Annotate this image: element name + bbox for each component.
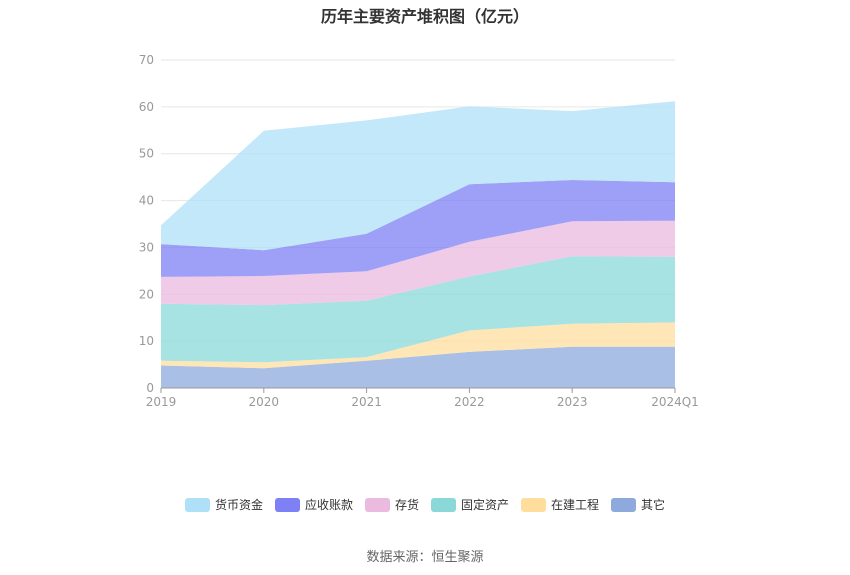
y-tick-label: 30 xyxy=(139,240,154,254)
legend-label: 货币资金 xyxy=(214,498,263,512)
x-tick-label: 2020 xyxy=(249,395,280,409)
legend-label: 在建工程 xyxy=(551,498,600,512)
y-tick-label: 50 xyxy=(139,147,154,161)
area-series-其它[interactable] xyxy=(161,346,675,388)
area-series-固定资产[interactable] xyxy=(161,256,675,363)
area-series-应收账款[interactable] xyxy=(161,180,675,277)
chart-title: 历年主要资产堆积图（亿元） xyxy=(320,7,529,26)
legend-swatch xyxy=(611,497,637,512)
legend-item-货币资金[interactable]: 货币资金 xyxy=(184,496,263,513)
legend-item-存货[interactable]: 存货 xyxy=(364,496,419,513)
legend: 货币资金 应收账款 存货 固定资产 在建工程 其它 xyxy=(0,496,850,513)
x-tick-label: 2024Q1 xyxy=(651,395,699,409)
x-tick-label: 2019 xyxy=(146,395,177,409)
legend-label: 固定资产 xyxy=(461,498,510,512)
legend-label: 应收账款 xyxy=(304,498,353,512)
legend-label: 其它 xyxy=(641,498,666,512)
axis-layer: 0 10 20 30 40 50 60 70 2019 2020 2021 2022 2023 2024Q… xyxy=(139,53,699,409)
legend-swatch xyxy=(274,497,300,512)
legend-label: 存货 xyxy=(394,498,419,512)
area-series-在建工程[interactable] xyxy=(161,322,675,369)
legend-item-其它[interactable]: 其它 xyxy=(611,496,665,513)
x-tick-label: 2021 xyxy=(351,395,382,409)
y-tick-label: 20 xyxy=(139,287,154,301)
legend-item-在建工程[interactable]: 在建工程 xyxy=(521,496,599,513)
y-tick-label: 10 xyxy=(139,334,154,348)
source-note: 数据来源：恒生聚源 xyxy=(366,550,484,565)
area-layer xyxy=(161,101,675,388)
legend-swatch xyxy=(521,497,547,512)
x-tick-label: 2023 xyxy=(557,395,588,409)
legend-swatch xyxy=(431,497,456,512)
y-tick-label: 40 xyxy=(139,194,154,208)
area-series-存货[interactable] xyxy=(161,220,675,306)
legend-item-应收账款[interactable]: 应收账款 xyxy=(274,496,353,513)
y-tick-label: 0 xyxy=(146,381,154,395)
legend-swatch xyxy=(184,497,210,512)
area-series-货币资金[interactable] xyxy=(161,101,675,251)
y-tick-label: 60 xyxy=(139,100,154,114)
legend-item-固定资产[interactable]: 固定资产 xyxy=(431,496,509,513)
x-tick-label: 2022 xyxy=(454,395,485,409)
y-tick-label: 70 xyxy=(139,53,154,67)
legend-swatch xyxy=(364,497,390,512)
